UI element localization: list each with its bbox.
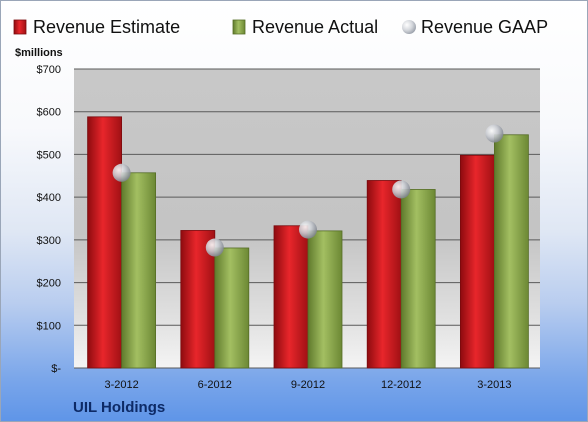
bar-revenue-estimate: [459, 154, 495, 369]
x-tick-label: 9-2012: [291, 379, 325, 391]
legend: Revenue Estimate Revenue Actual Revenue GA…: [13, 17, 548, 37]
x-tick-label: 6-2012: [198, 379, 232, 391]
bar-revenue-actual: [400, 189, 436, 369]
bar-revenue-estimate: [87, 116, 122, 369]
y-tick-label: $300: [37, 235, 61, 247]
gaap-markers: [112, 124, 504, 257]
bar-revenue-actual: [121, 172, 156, 369]
bar-revenue-estimate: [273, 225, 309, 369]
y-tick-label: $700: [37, 64, 61, 76]
bar-revenue-actual: [307, 230, 343, 369]
bar-revenue-estimate: [366, 180, 402, 369]
legend-label: Revenue GAAP: [421, 17, 548, 37]
x-tick-label: 12-2012: [381, 379, 421, 391]
y-tick-label: $200: [37, 278, 61, 290]
legend-swatch: [232, 19, 246, 35]
legend-swatch: [13, 19, 27, 35]
bar-revenue-actual: [493, 134, 529, 369]
legend-label: Revenue Estimate: [33, 17, 180, 37]
legend-label: Revenue Actual: [252, 17, 378, 37]
marker-revenue-gaap: [392, 180, 411, 199]
y-tick-label: $500: [37, 149, 61, 161]
y-tick-label: $-: [51, 363, 61, 375]
x-axis-ticks: 3-2012 6-2012 9-2012 12-2012 3-2013: [104, 379, 511, 391]
y-tick-label: $600: [37, 107, 61, 119]
bar-revenue-actual: [214, 247, 250, 369]
marker-revenue-gaap: [485, 124, 504, 143]
marker-revenue-gaap: [299, 220, 317, 239]
y-axis-unit-label: $millions: [15, 47, 63, 59]
y-tick-label: $100: [37, 320, 61, 332]
legend-swatch: [402, 20, 416, 34]
company-name: UIL Holdings: [73, 399, 166, 416]
x-tick-label: 3-2012: [104, 379, 138, 391]
marker-revenue-gaap: [112, 163, 131, 182]
y-axis-ticks: $- $100 $200 $300 $400 $500 $600 $700: [37, 64, 62, 375]
marker-revenue-gaap: [205, 238, 224, 257]
bars: [87, 116, 529, 369]
y-tick-label: $400: [37, 192, 61, 204]
x-tick-label: 3-2013: [477, 379, 511, 391]
